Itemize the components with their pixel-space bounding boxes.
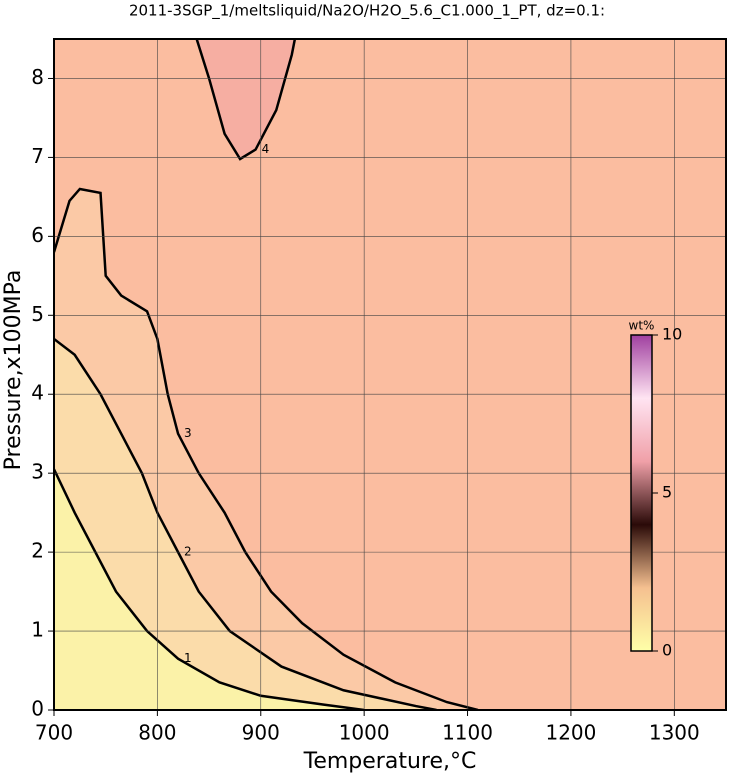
contour-label: 3 [184,426,192,440]
colorbar-tick-label: 5 [662,483,672,502]
contour-line [54,187,479,710]
x-tick-label: 700 [35,721,73,745]
x-tick-label: 1100 [442,721,493,745]
contour-fill [54,469,365,710]
contours: 1 2 3 4 [54,39,479,710]
y-tick-label: 4 [31,381,44,405]
contour-label: 1 [184,651,192,665]
y-axis-label: Pressure,x100MPa [1,270,26,471]
x-axis-label: Temperature,°C [303,749,477,774]
x-tick-label: 900 [242,721,280,745]
y-tick-label: 6 [31,223,44,247]
y-tick-label: 1 [31,618,44,642]
y-tick-label: 5 [31,302,44,326]
contour-line [195,39,297,161]
x-tick-label: 1200 [545,721,596,745]
contour-label: 2 [184,545,192,559]
colorbar-label: wt% [629,319,655,333]
colorbar-tick-label: 0 [662,641,672,660]
y-tick-label: 2 [31,539,44,563]
chart-title: 2011-3SGP_1/meltsliquid/Na2O/H2O_5.6_C1.… [129,2,605,21]
contour-fill [54,338,437,710]
x-tick-label: 800 [138,721,176,745]
contour-label: 4 [262,142,270,156]
x-tick-label: 1300 [649,721,700,745]
contour-fill [196,39,295,159]
x-tick-label: 1000 [339,721,390,745]
y-tick-label: 8 [31,65,44,89]
colorbar-tick-label: 10 [662,325,682,344]
y-tick-label: 0 [31,697,44,721]
y-tick-label: 7 [31,144,44,168]
colorbar [630,334,653,652]
y-tick-label: 3 [31,460,44,484]
plot-frame [53,38,727,711]
contour-line [54,468,365,710]
